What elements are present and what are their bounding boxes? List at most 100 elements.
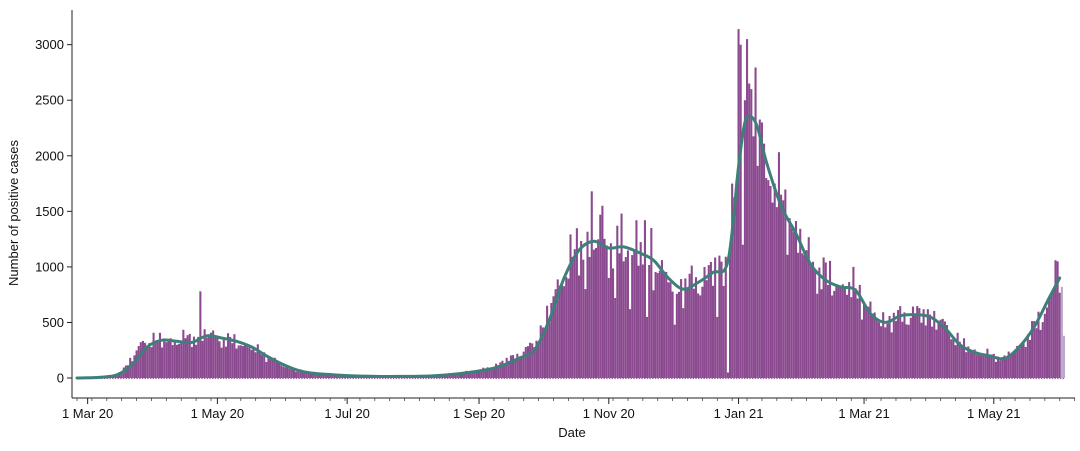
- daily-bar: [584, 289, 586, 378]
- daily-bar: [644, 220, 646, 378]
- daily-bar: [895, 321, 897, 378]
- daily-bar: [774, 184, 776, 378]
- daily-bar: [582, 260, 584, 378]
- daily-bar: [601, 206, 603, 378]
- y-tick-label: 1500: [35, 204, 64, 219]
- daily-bar: [1023, 343, 1025, 378]
- daily-bar: [648, 265, 650, 378]
- daily-bar: [937, 323, 939, 378]
- daily-bar: [221, 348, 223, 378]
- daily-bar: [289, 369, 291, 378]
- daily-bar: [886, 324, 888, 378]
- daily-bar: [746, 39, 748, 378]
- daily-bar: [674, 325, 676, 378]
- daily-bar: [650, 228, 652, 378]
- daily-bar: [597, 239, 599, 378]
- daily-bar: [952, 337, 954, 378]
- daily-bar: [1063, 336, 1065, 378]
- daily-bar: [518, 359, 520, 378]
- daily-bar: [812, 262, 814, 378]
- daily-bar: [776, 207, 778, 378]
- daily-bar: [999, 360, 1001, 378]
- daily-bar: [780, 195, 782, 378]
- daily-bar: [948, 332, 950, 378]
- daily-bar: [184, 338, 186, 378]
- daily-bar: [957, 333, 959, 378]
- daily-bar: [250, 350, 252, 378]
- daily-bar: [976, 355, 978, 378]
- daily-bar: [954, 345, 956, 378]
- daily-bar: [1035, 328, 1037, 378]
- daily-bar: [712, 286, 714, 378]
- daily-bar: [563, 286, 565, 378]
- daily-bar: [172, 345, 174, 378]
- daily-bar: [146, 346, 148, 378]
- daily-bar: [182, 330, 184, 378]
- daily-bar: [240, 345, 242, 378]
- daily-bar: [514, 360, 516, 378]
- daily-bar: [874, 313, 876, 379]
- y-axis-title: Number of positive cases: [6, 140, 21, 286]
- daily-bar: [657, 273, 659, 378]
- daily-bar: [914, 314, 916, 378]
- daily-bar: [995, 362, 997, 378]
- x-tick-label: 1 May 20: [191, 406, 244, 421]
- daily-bar: [897, 310, 899, 378]
- daily-bar: [218, 341, 220, 378]
- daily-bar: [782, 200, 784, 378]
- daily-bar: [567, 279, 569, 378]
- daily-bar: [136, 350, 138, 378]
- daily-bar: [214, 338, 216, 378]
- daily-bar: [963, 338, 965, 378]
- daily-bar: [246, 346, 248, 378]
- daily-bar: [501, 361, 503, 378]
- daily-bar: [931, 327, 933, 378]
- daily-bar: [1025, 347, 1027, 378]
- daily-bar: [623, 261, 625, 378]
- daily-bar: [818, 267, 820, 378]
- daily-bar: [703, 267, 705, 378]
- x-tick-label: 1 Nov 20: [583, 406, 635, 421]
- daily-bar: [910, 318, 912, 378]
- daily-bar: [961, 345, 963, 378]
- daily-bar: [170, 338, 172, 378]
- daily-bar: [940, 320, 942, 378]
- daily-bar: [512, 355, 514, 378]
- daily-bar: [889, 316, 891, 378]
- x-tick-label: 1 Mar 21: [838, 406, 889, 421]
- daily-bar: [980, 356, 982, 378]
- daily-bar: [253, 348, 255, 378]
- daily-bar: [927, 309, 929, 378]
- daily-bar: [863, 305, 865, 378]
- daily-bar: [229, 337, 231, 378]
- daily-bar: [971, 351, 973, 379]
- daily-bar: [608, 278, 610, 378]
- daily-bar: [642, 265, 644, 379]
- daily-bar: [697, 293, 699, 378]
- daily-bar: [638, 266, 640, 378]
- daily-bar: [280, 365, 282, 378]
- daily-bar: [295, 372, 297, 378]
- daily-bar: [216, 337, 218, 378]
- daily-bar: [153, 333, 155, 378]
- daily-bar: [778, 152, 780, 378]
- daily-bar: [978, 354, 980, 378]
- daily-bar: [757, 166, 759, 378]
- daily-bar: [1059, 293, 1061, 378]
- daily-bar: [1048, 299, 1050, 378]
- daily-bar: [950, 339, 952, 378]
- daily-bar: [691, 266, 693, 378]
- daily-bar: [561, 284, 563, 378]
- daily-bar: [580, 241, 582, 378]
- daily-bar: [238, 345, 240, 378]
- daily-bar: [672, 292, 674, 378]
- daily-bar: [529, 343, 531, 378]
- daily-bar: [627, 250, 629, 378]
- daily-bar: [559, 286, 561, 378]
- x-axis-title: Date: [558, 425, 585, 440]
- daily-bar: [525, 347, 527, 378]
- x-tick-label: 1 May 21: [967, 406, 1020, 421]
- daily-bar: [984, 355, 986, 378]
- daily-bar: [180, 341, 182, 378]
